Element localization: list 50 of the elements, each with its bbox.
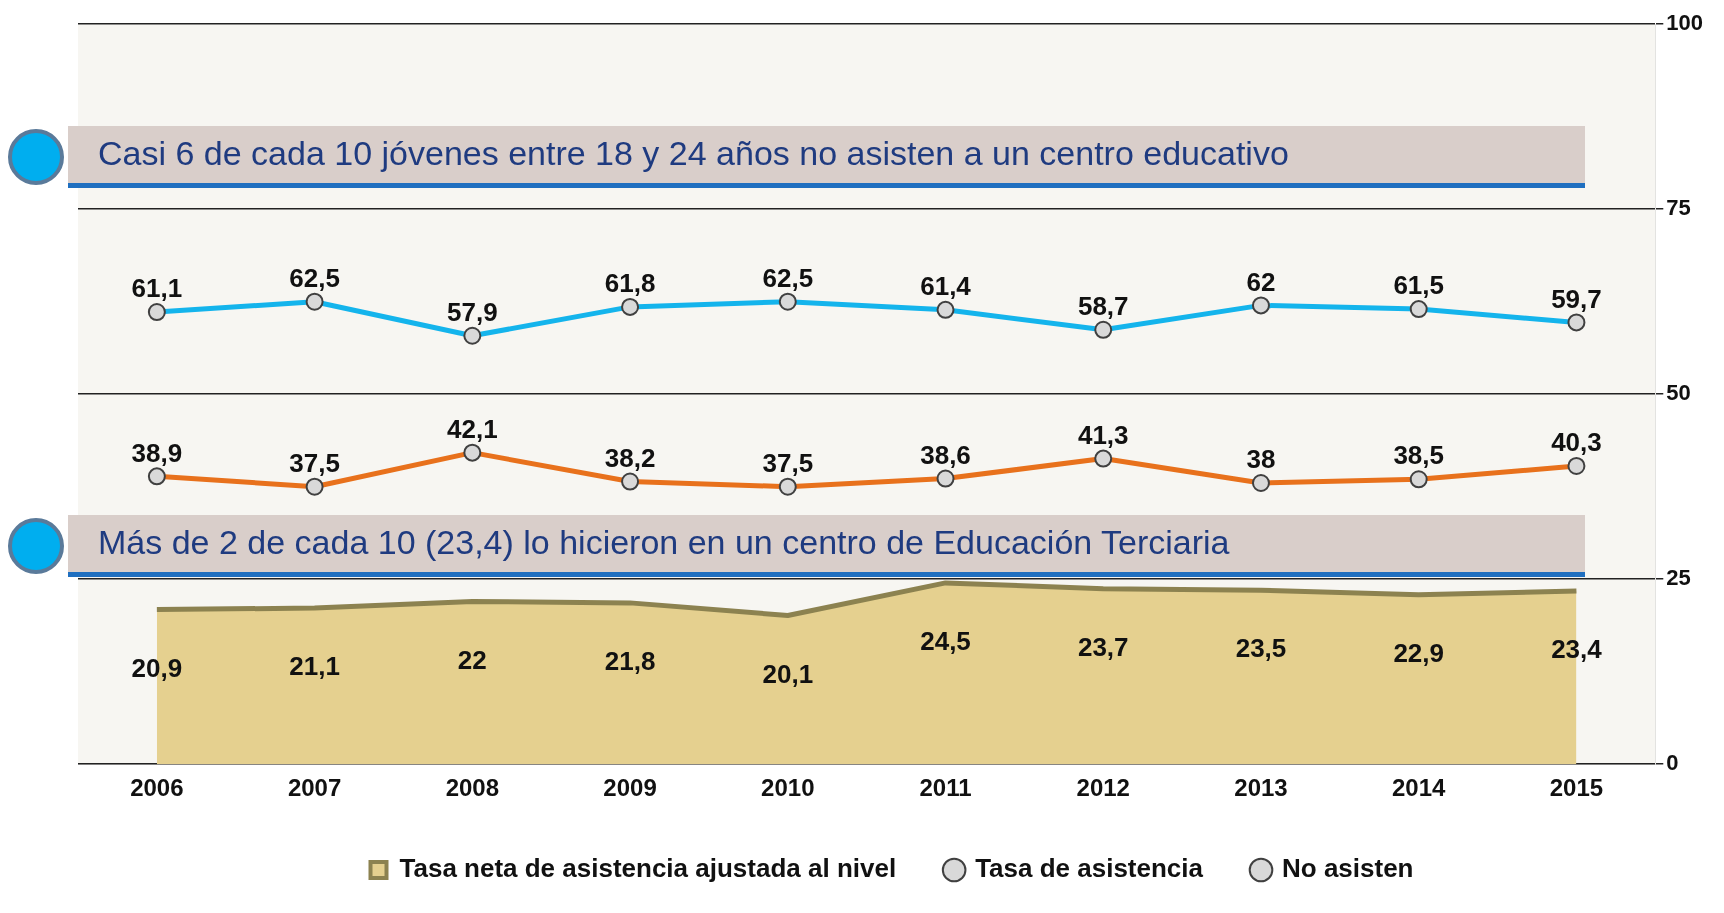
data-label: 38: [1246, 444, 1276, 475]
data-label: 38,5: [1393, 440, 1444, 471]
legend-label: Tasa de asistencia: [975, 853, 1204, 884]
x-tick-label: 2008: [445, 774, 500, 802]
data-label: 23,5: [1235, 633, 1287, 664]
data-label: 21,1: [289, 651, 340, 682]
data-label: 23,4: [1551, 634, 1603, 665]
y-tick-label: 25: [1666, 565, 1691, 591]
y-tick-label: 75: [1666, 195, 1691, 221]
data-label: 61,8: [604, 268, 656, 299]
data-label: 62,5: [762, 262, 814, 293]
data-label: 37,5: [762, 447, 814, 478]
x-tick-label: 2009: [603, 774, 657, 802]
data-label: 62: [1246, 266, 1276, 297]
data-label: 24,5: [920, 626, 971, 657]
x-tick-label: 2007: [287, 774, 342, 802]
data-label: 20,9: [131, 652, 183, 683]
data-label: 58,7: [1077, 290, 1129, 321]
data-label: 38,2: [604, 442, 656, 473]
legend-label: Tasa neta de asistencia ajustada al nivel: [399, 853, 897, 884]
data-label: 57,9: [447, 296, 498, 327]
y-tick-label: 100: [1666, 10, 1704, 36]
x-tick-label: 2012: [1076, 774, 1130, 802]
x-tick-label: 2013: [1234, 774, 1288, 802]
x-tick-label: 2011: [919, 774, 972, 802]
x-tick-label: 2006: [130, 774, 184, 802]
data-label: 61,5: [1393, 270, 1444, 301]
data-label: 42,1: [447, 413, 498, 444]
data-label: 22,9: [1393, 637, 1444, 668]
data-label: 61,4: [920, 271, 972, 302]
data-label: 21,8: [604, 646, 656, 677]
data-label: 23,7: [1077, 631, 1129, 662]
data-label: 37,5: [289, 447, 340, 478]
data-label: 40,3: [1551, 427, 1602, 458]
data-label: 20,1: [762, 658, 814, 689]
annotation: Casi 6 de cada 10 jóvenes entre 18 y 24 años no asisten a un centro educativo: [97, 133, 1290, 175]
annotation: Más de 2 de cada 10 (23,4) lo hicieron en un centro de Educación Terciaria: [97, 521, 1231, 563]
data-label: 38,6: [920, 439, 971, 470]
x-tick-label: 2010: [761, 774, 815, 802]
data-label: 22: [457, 644, 487, 675]
y-tick-label: 50: [1666, 380, 1691, 406]
data-label: 62,5: [289, 262, 340, 293]
y-tick-label: 0: [1666, 750, 1679, 776]
data-label: 38,9: [131, 437, 183, 468]
data-label: 59,7: [1551, 283, 1602, 314]
x-tick-label: 2014: [1392, 774, 1447, 802]
legend-label: No asisten: [1282, 853, 1414, 884]
x-tick-label: 2015: [1549, 774, 1604, 802]
data-label: 41,3: [1077, 419, 1129, 450]
data-label: 61,1: [131, 273, 183, 304]
